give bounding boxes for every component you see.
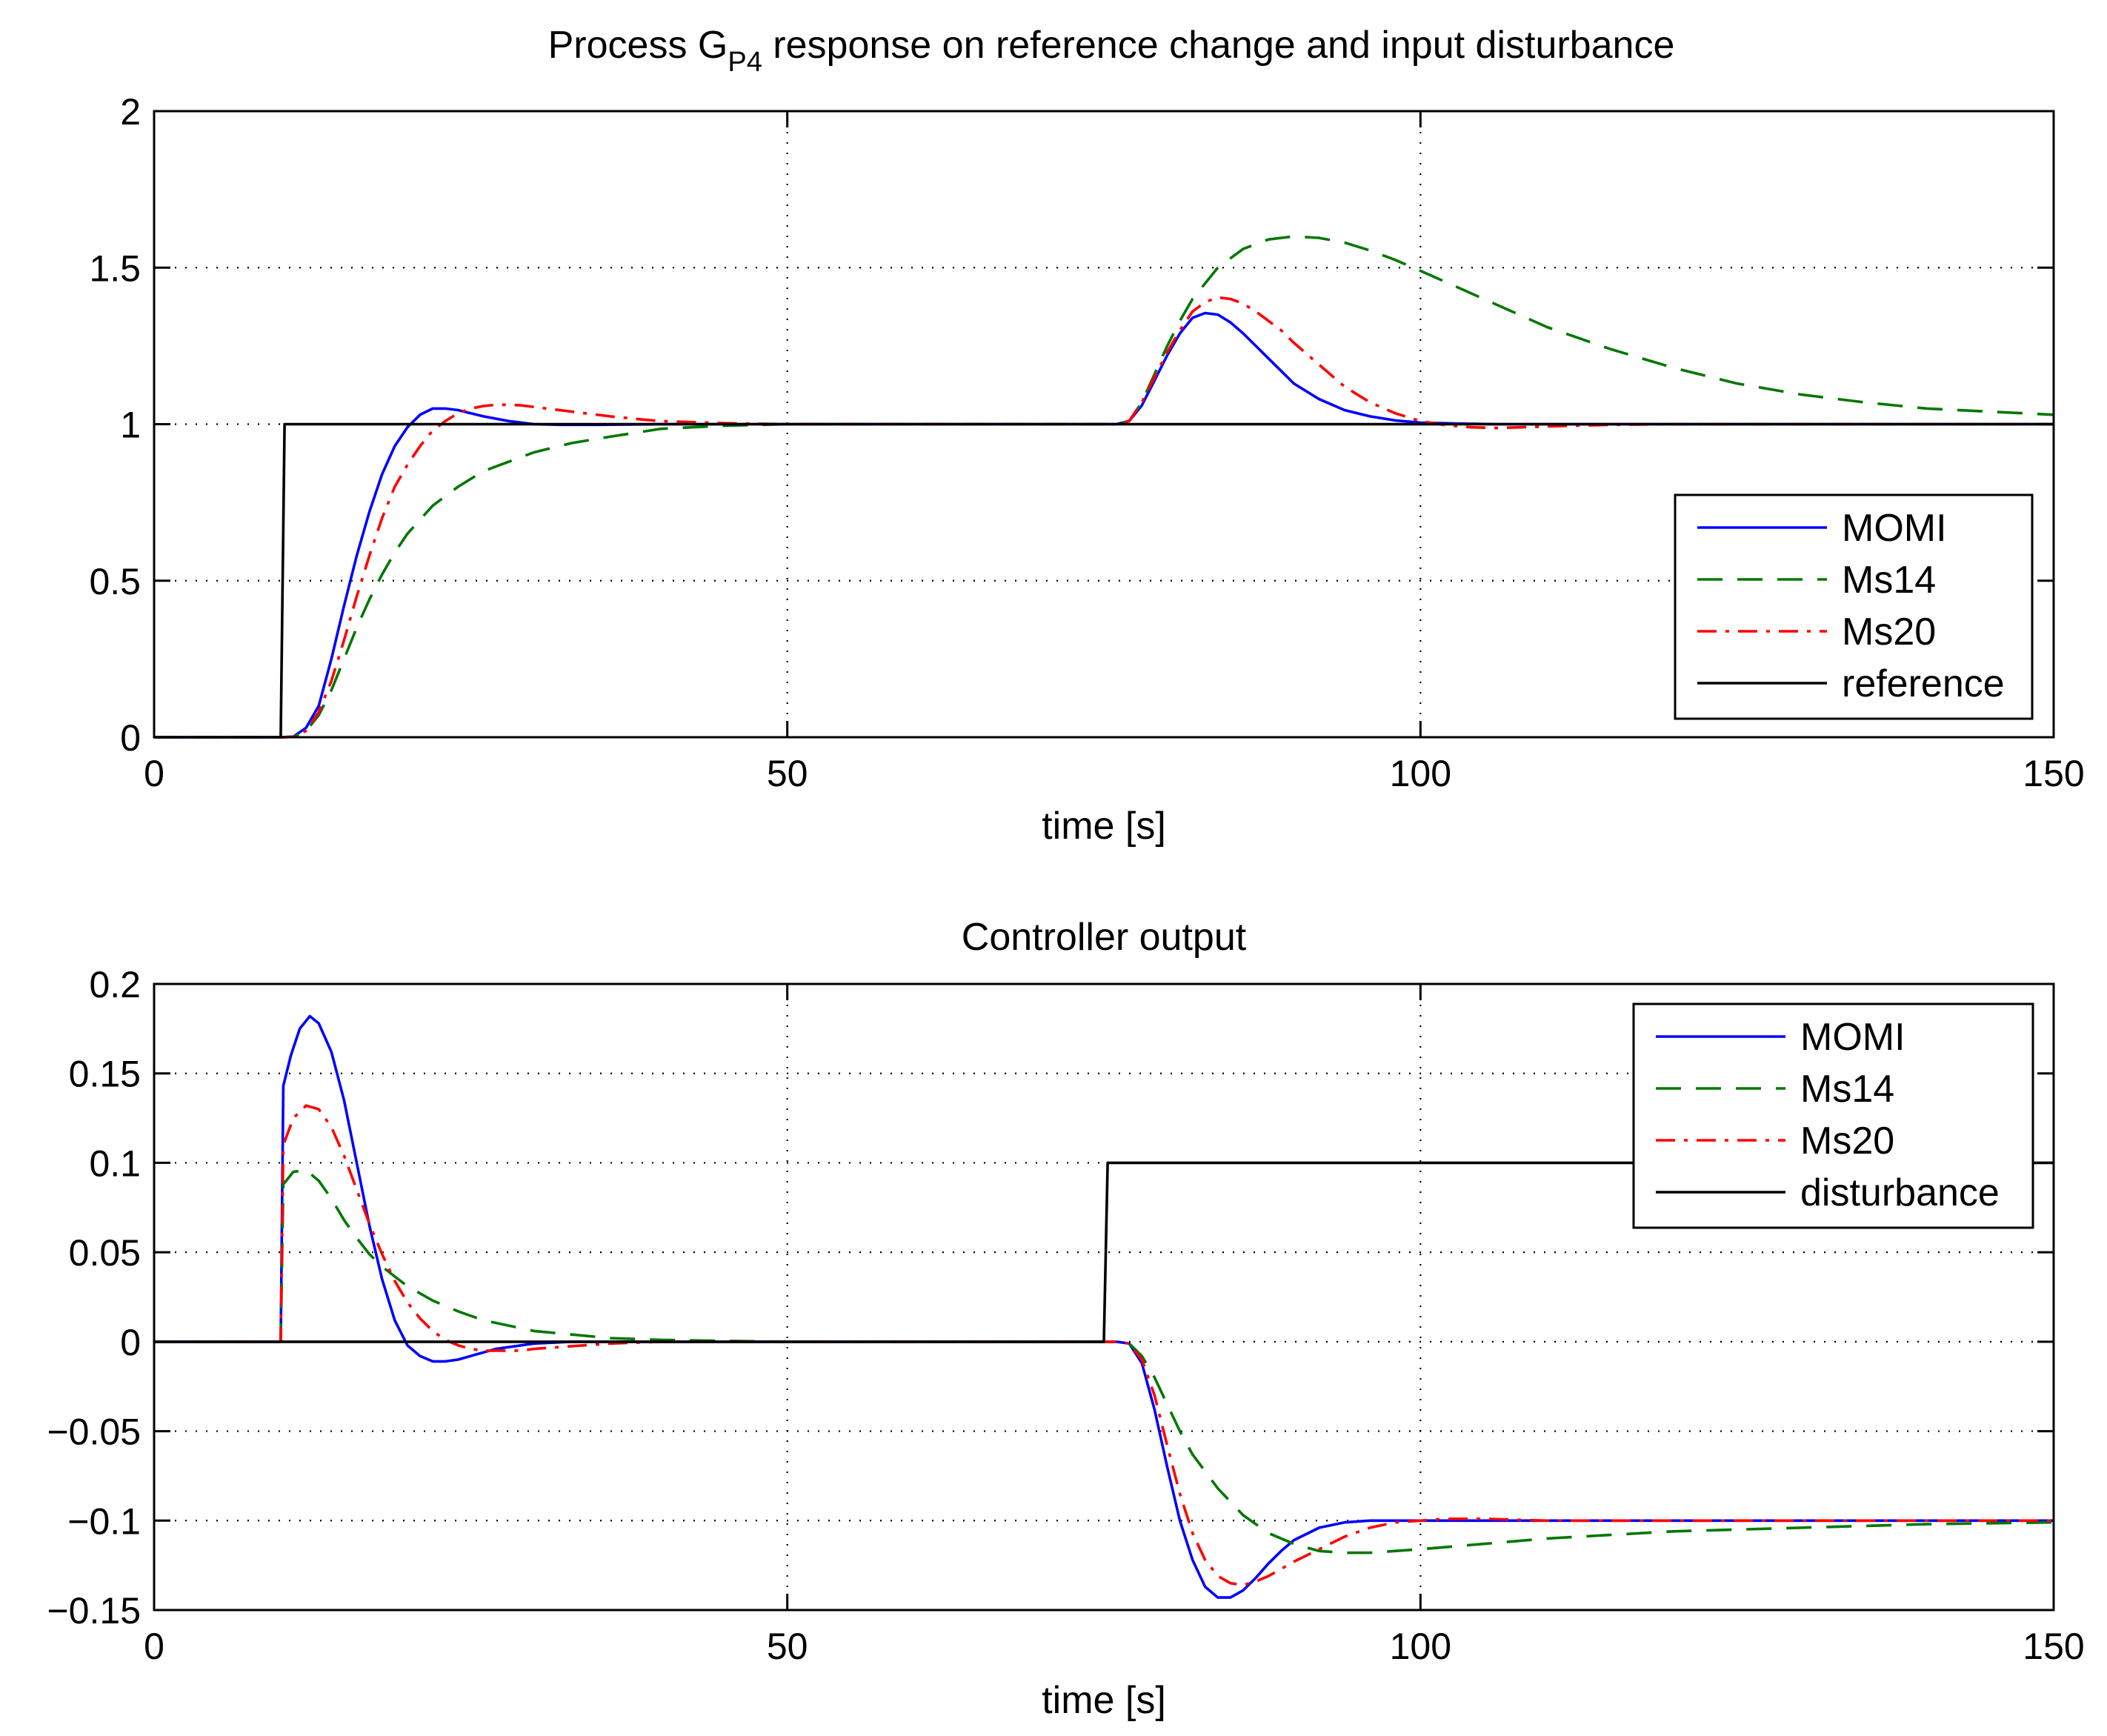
controller-legend-box xyxy=(1632,1002,2034,1229)
controller-plot-series xyxy=(154,1014,2054,1599)
response-legend-label: Ms20 xyxy=(1842,611,1936,654)
response-ytick-label: 0.5 xyxy=(89,561,141,602)
controller-legend-label: disturbance xyxy=(1800,1171,2000,1214)
response-plot-frame xyxy=(153,110,2055,739)
controller-ytick-label: −0.05 xyxy=(47,1411,141,1453)
controller-legend-label: Ms20 xyxy=(1800,1120,1894,1163)
response-xtick-label: 150 xyxy=(2023,753,2084,794)
response-xtick-label: 100 xyxy=(1390,753,1451,794)
response-plot-ticks: 0 50 100 150 0 0.5 1 1.5 2 xyxy=(89,91,2084,794)
controller-plot-ticks: 0 50 100 150 −0.15 −0.1 −0.05 0 0.05 0.1 0.15 0.2 xyxy=(47,964,2084,1667)
controller-ytick-label: 0 xyxy=(120,1322,141,1363)
response-series-ms14-line xyxy=(154,235,2054,739)
controller-plot: Controller output 0 50 100 150 −0.15 −0.1 −0.0… xyxy=(47,916,2084,1722)
response-ytick-label: 1 xyxy=(120,405,141,446)
controller-ytick-label: −0.1 xyxy=(67,1500,141,1542)
controller-ytick-label: 0.15 xyxy=(69,1054,141,1095)
controller-xtick-label: 0 xyxy=(144,1626,164,1667)
response-plot: Process GP4 response on reference change… xyxy=(89,24,2084,848)
controller-series-ms20-line xyxy=(154,1104,2054,1586)
controller-plot-frame xyxy=(153,982,2055,1612)
controller-plot-xlabel: time [s] xyxy=(1042,1679,1166,1722)
controller-ytick-label: 0.05 xyxy=(69,1232,141,1274)
response-legend-label: reference xyxy=(1842,662,2005,705)
response-xtick-label: 0 xyxy=(144,753,164,794)
controller-series-ms14-line xyxy=(154,1168,2054,1554)
controller-ytick-label: −0.15 xyxy=(47,1590,141,1632)
controller-xtick-label: 150 xyxy=(2023,1626,2084,1667)
response-series-ms20-line xyxy=(154,296,2054,739)
response-ytick-label: 1.5 xyxy=(89,247,141,289)
controller-xtick-label: 100 xyxy=(1390,1626,1451,1667)
response-legend-label: MOMI xyxy=(1842,507,1947,550)
controller-legend-label: MOMI xyxy=(1800,1016,1905,1059)
controller-plot-legend: MOMI Ms14 Ms20 disturbance xyxy=(1632,1002,2034,1229)
controller-plot-grid xyxy=(154,984,2054,1610)
response-legend-box xyxy=(1674,493,2034,720)
response-plot-legend: MOMI Ms14 Ms20 reference xyxy=(1674,493,2034,720)
controller-xtick-label: 50 xyxy=(767,1626,808,1667)
controller-plot-title: Controller output xyxy=(962,916,1247,959)
response-plot-title: Process GP4 response on reference change… xyxy=(548,24,1675,78)
response-plot-xlabel: time [s] xyxy=(1042,805,1166,848)
controller-ytick-label: 0.1 xyxy=(89,1143,141,1184)
controller-series-disturbance-line xyxy=(154,1161,2054,1343)
controller-legend-label: Ms14 xyxy=(1800,1068,1894,1111)
response-plot-grid xyxy=(154,111,2054,737)
response-ytick-label: 2 xyxy=(120,91,141,133)
controller-ytick-label: 0.2 xyxy=(89,964,141,1005)
response-xtick-label: 50 xyxy=(767,753,808,794)
response-ytick-label: 0 xyxy=(120,717,141,759)
response-legend-label: Ms14 xyxy=(1842,559,1936,602)
